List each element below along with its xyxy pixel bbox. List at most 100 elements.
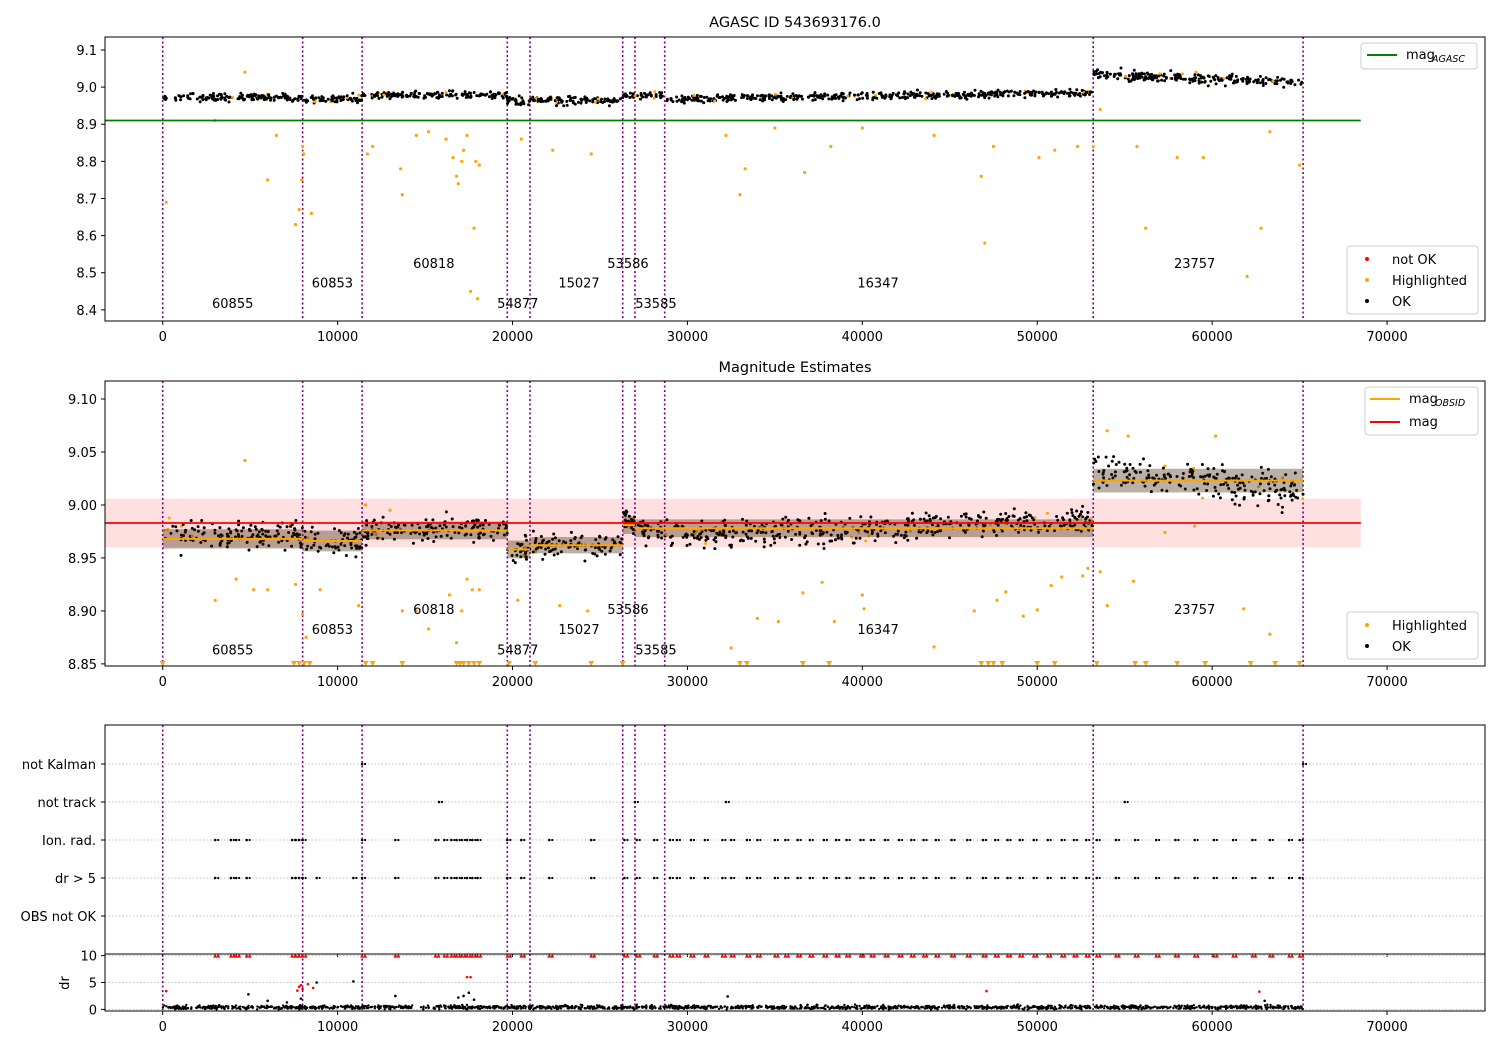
- data-point: [836, 536, 840, 540]
- data-point: [1273, 82, 1277, 86]
- dr-point: [309, 1005, 313, 1008]
- data-point: [175, 529, 179, 533]
- data-point: [1049, 90, 1053, 94]
- dr-point: [876, 1004, 879, 1008]
- dr-point: [766, 1005, 769, 1009]
- flag-point: [859, 876, 862, 880]
- highlighted-point: [444, 137, 448, 141]
- highlighted-point: [820, 580, 824, 584]
- data-point: [756, 94, 759, 98]
- data-point: [389, 525, 393, 528]
- flag-point: [652, 876, 656, 880]
- dr-point: [472, 998, 476, 1002]
- data-point: [1149, 77, 1152, 80]
- data-point: [1002, 90, 1006, 94]
- data-point: [392, 537, 396, 541]
- data-point: [429, 92, 433, 96]
- data-point: [229, 530, 233, 534]
- dr-point: [1184, 1007, 1187, 1010]
- data-point: [540, 97, 543, 101]
- data-point: [534, 550, 537, 554]
- y-tick-label: 8.5: [76, 267, 97, 282]
- data-point: [616, 535, 620, 539]
- y-tick-label: 0: [89, 1003, 97, 1018]
- data-point: [642, 531, 646, 535]
- data-point: [1261, 78, 1265, 81]
- dr-point: [401, 1006, 404, 1010]
- data-point: [312, 97, 315, 101]
- data-point: [639, 97, 642, 101]
- dr-point: [863, 1006, 867, 1009]
- dr-point: [1183, 1004, 1186, 1008]
- flag-point: [476, 876, 479, 880]
- flag-point: [969, 876, 972, 880]
- dr-point: [352, 980, 355, 983]
- data-point: [527, 103, 531, 107]
- data-point: [179, 524, 183, 528]
- flag-point: [748, 876, 752, 880]
- dr-point: [1201, 1006, 1204, 1009]
- data-point: [355, 96, 359, 100]
- data-point: [281, 91, 285, 95]
- data-point: [818, 533, 822, 537]
- data-point: [243, 97, 247, 101]
- flag-point: [474, 876, 477, 880]
- data-point: [771, 534, 775, 538]
- data-point: [770, 98, 774, 102]
- data-point: [699, 536, 703, 540]
- data-point: [830, 97, 834, 101]
- highlighted-point: [972, 609, 976, 613]
- flag-point: [703, 876, 707, 880]
- flag-point: [981, 876, 985, 880]
- data-point: [669, 97, 673, 101]
- data-point: [559, 98, 563, 102]
- highlighted-point: [371, 144, 375, 149]
- data-point: [772, 96, 776, 100]
- y-tick-label: 9.05: [68, 446, 97, 461]
- dr-point: [644, 1005, 647, 1008]
- data-point: [1062, 92, 1066, 96]
- data-point: [1055, 515, 1059, 518]
- data-point: [1097, 72, 1101, 75]
- data-point: [1001, 517, 1004, 521]
- data-point: [635, 94, 639, 98]
- dr-point: [1029, 1006, 1033, 1009]
- highlighted-point: [460, 609, 464, 613]
- data-point: [475, 94, 479, 98]
- flag-point: [727, 800, 731, 804]
- flag-point: [729, 876, 733, 880]
- data-point: [190, 526, 194, 530]
- dr-point: [279, 1007, 282, 1011]
- data-point: [848, 91, 852, 95]
- flag-point: [900, 838, 904, 842]
- flag-point: [776, 838, 779, 842]
- data-point: [445, 533, 449, 537]
- data-point: [201, 93, 205, 97]
- data-point: [789, 94, 793, 98]
- flag-point: [248, 876, 251, 880]
- data-point: [357, 93, 361, 97]
- data-point: [600, 97, 603, 101]
- data-point: [1092, 70, 1096, 74]
- flag-point: [784, 876, 787, 880]
- data-point: [198, 100, 202, 104]
- highlighted-point: [456, 182, 460, 186]
- flag-point: [364, 762, 367, 766]
- flag-point: [446, 876, 449, 880]
- data-point: [1234, 494, 1238, 498]
- flag-point: [950, 876, 953, 880]
- flag-point: [1231, 838, 1235, 842]
- dr-point: [635, 1003, 638, 1006]
- data-point: [1293, 83, 1297, 87]
- dr-point: [215, 1008, 218, 1011]
- data-point: [854, 536, 858, 540]
- dr-point: [1084, 1005, 1087, 1008]
- flag-point: [1133, 838, 1137, 842]
- dr-point: [918, 1007, 921, 1010]
- flag-point: [1046, 838, 1050, 842]
- obsid-label: 53586: [607, 257, 648, 272]
- data-point: [422, 533, 426, 537]
- data-point: [1267, 494, 1271, 498]
- data-point: [1023, 96, 1027, 100]
- highlighted-point: [1037, 156, 1041, 160]
